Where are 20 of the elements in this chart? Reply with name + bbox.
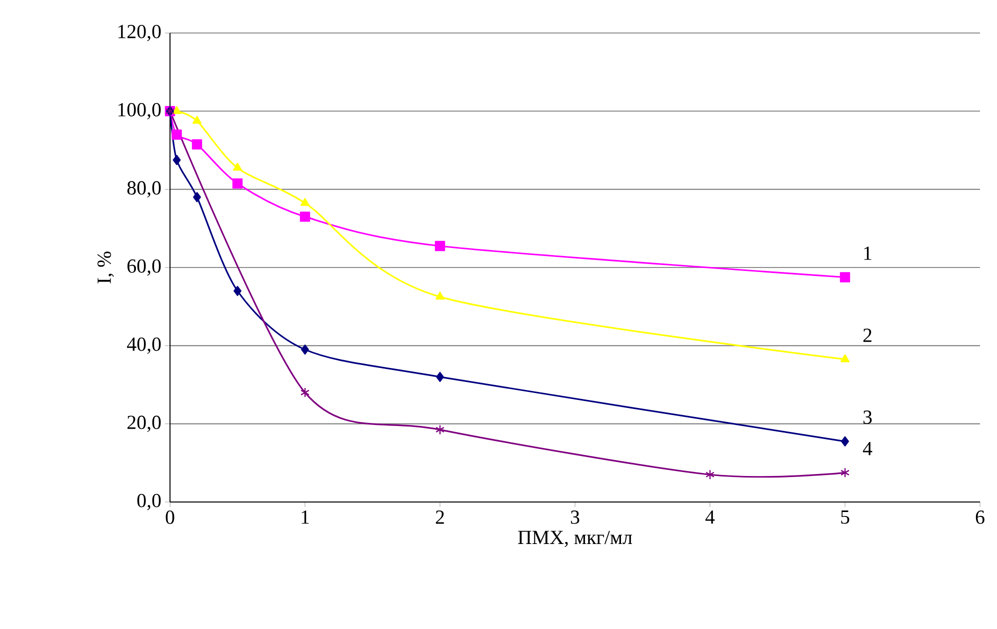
x-tick-label: 4 — [705, 510, 715, 524]
x-tick-label: 5 — [841, 510, 850, 524]
y-axis-title: I, % — [97, 252, 114, 284]
y-tick-label: 100,0 — [118, 103, 161, 120]
y-tick-label: 40,0 — [127, 338, 161, 354]
x-tick-label: 3 — [570, 510, 580, 524]
series-label: 4 — [862, 442, 872, 456]
y-tick-label: 0,0 — [137, 494, 161, 510]
series-label: 2 — [863, 328, 872, 342]
y-tick-label: 20,0 — [127, 416, 161, 432]
x-tick-label: 2 — [436, 510, 444, 524]
x-axis-title: ПМХ, мкг/мл — [518, 530, 632, 548]
x-tick-label: 0 — [166, 510, 174, 524]
y-tick-label: 120,0 — [118, 24, 161, 42]
x-tick-label: 6 — [976, 510, 984, 524]
x-tick-label: 1 — [302, 510, 309, 524]
series-label: 3 — [863, 410, 872, 424]
series-label: 1 — [864, 246, 872, 260]
y-tick-label: 80,0 — [127, 181, 161, 198]
y-tick-label: 60,0 — [127, 259, 161, 276]
